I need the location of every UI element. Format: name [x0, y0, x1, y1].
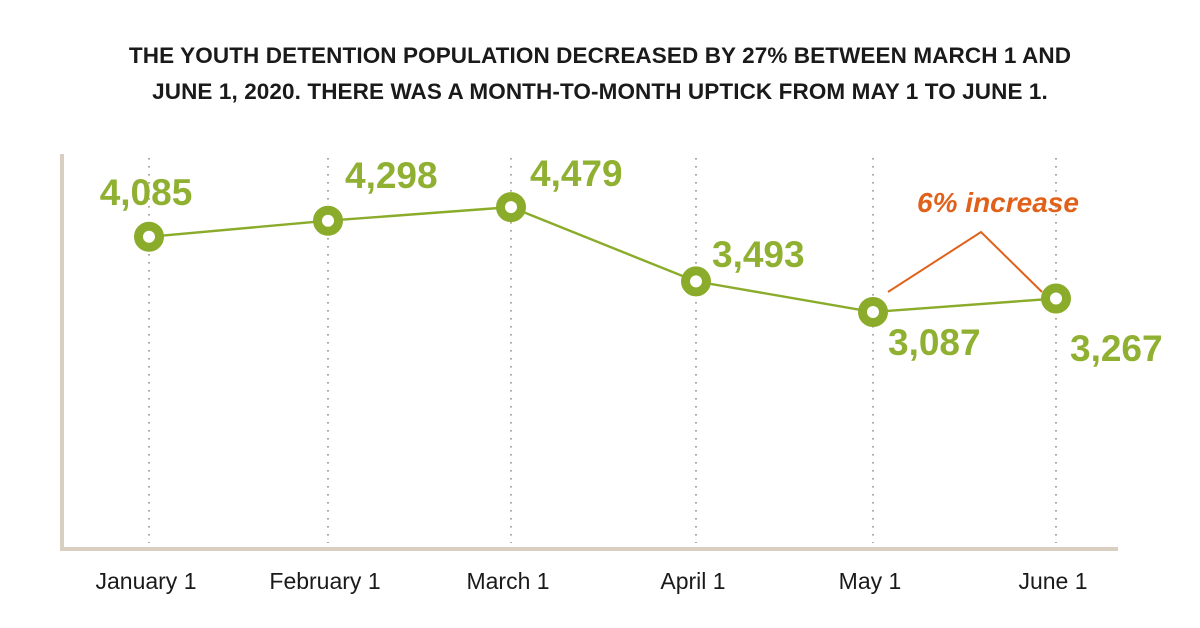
data-point — [496, 192, 526, 223]
data-label: 4,479 — [530, 153, 623, 194]
x-tick-labels: January 1 February 1 March 1 April 1 May 1 Ju… — [95, 568, 1087, 594]
series-line — [148, 205, 1057, 314]
data-labels: 4,085 4,298 4,479 3,493 3,087 3,267 — [100, 153, 1163, 369]
data-point — [134, 221, 164, 252]
chart-title-line-2: JUNE 1, 2020. THERE WAS A MONTH-TO-MONTH… — [152, 79, 1048, 104]
x-tick-label: March 1 — [466, 568, 549, 594]
series-line-group — [148, 205, 1057, 314]
x-tick-label: May 1 — [839, 568, 902, 594]
data-point — [681, 266, 711, 297]
chart-title: THE YOUTH DETENTION POPULATION DECREASED… — [0, 38, 1200, 110]
data-label: 3,493 — [712, 234, 805, 275]
data-label: 4,085 — [100, 172, 193, 213]
data-label: 3,087 — [888, 322, 981, 363]
x-tick-label: January 1 — [95, 568, 196, 594]
annotation-bracket — [887, 230, 1043, 293]
chart-title-line-1: THE YOUTH DETENTION POPULATION DECREASED… — [128, 43, 1072, 68]
x-tick-label: April 1 — [660, 568, 725, 594]
data-points — [134, 192, 1071, 328]
annotation-label: 6% increase — [917, 187, 1079, 218]
data-label: 4,298 — [345, 155, 438, 196]
data-point — [1041, 283, 1071, 314]
annotation-group: 6% increase — [887, 187, 1079, 293]
x-tick-label: February 1 — [269, 568, 380, 594]
data-point — [858, 297, 888, 328]
data-label: 3,267 — [1070, 328, 1163, 369]
axes — [60, 154, 1118, 551]
x-tick-label: June 1 — [1018, 568, 1087, 594]
data-point — [313, 205, 343, 236]
